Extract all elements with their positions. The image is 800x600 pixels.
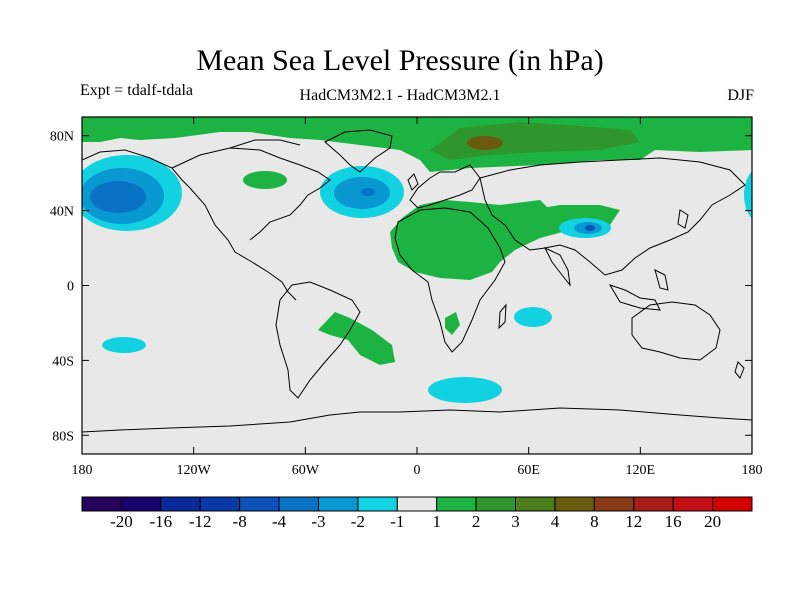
colorbar-swatch — [712, 496, 753, 512]
map-title: Mean Sea Level Pressure (in hPa) — [196, 44, 604, 77]
lat-tick-label: 80S — [52, 429, 74, 444]
colorbar-swatch — [633, 496, 674, 512]
colorbar-swatch — [357, 496, 398, 512]
anomaly-natlantic-core — [361, 188, 375, 196]
colorbar-swatch — [515, 496, 556, 512]
lon-tick-label: 60E — [517, 463, 540, 478]
anomaly-arctic-darker — [430, 122, 640, 160]
colorbar-label: -3 — [311, 512, 325, 531]
anomaly-mideast-positive — [500, 200, 560, 240]
lon-tick-label: 180 — [72, 463, 93, 478]
lon-tick-label: 60W — [292, 463, 320, 478]
colorbar-label: -4 — [272, 512, 287, 531]
colorbar-label: 3 — [511, 512, 520, 531]
colorbar: -20 -16 -12 -8 -4 -3 -2 -1 1 2 3 4 8 12 16 20 — [81, 496, 753, 531]
colorbar-swatch — [396, 496, 438, 512]
colorbar-swatch — [199, 496, 241, 512]
lon-tick-label: 120W — [177, 463, 212, 478]
colorbar-label: 2 — [472, 512, 481, 531]
anomaly-southern-ocean-negative — [428, 377, 502, 403]
colorbar-swatch — [81, 496, 122, 512]
anomaly-spacific-negative — [102, 337, 146, 353]
colorbar-label: 1 — [432, 512, 441, 531]
colorbar-label: -8 — [233, 512, 247, 531]
colorbar-label: -20 — [110, 512, 133, 531]
colorbar-swatch — [672, 496, 714, 512]
colorbar-swatch — [239, 496, 280, 512]
colorbar-swatch — [436, 496, 477, 512]
colorbar-label: 8 — [590, 512, 599, 531]
colorbar-label: -2 — [351, 512, 365, 531]
lat-tick-label: 80N — [50, 130, 74, 145]
colorbar-swatch — [278, 496, 319, 512]
colorbar-swatch — [160, 496, 201, 512]
lon-tick-label: 0 — [414, 463, 421, 478]
anomaly-safrica-positive — [445, 312, 460, 335]
experiment-label: Expt = tdalf-tdala — [80, 82, 193, 99]
lat-tick-label: 40N — [50, 205, 74, 220]
coastlines — [82, 129, 752, 433]
lon-tick-label: 180 — [742, 463, 763, 478]
axis-ticks: 80N 40N 0 40S 80S 180 120W 60W 0 60E 120E 180 — [50, 117, 763, 478]
colorbar-swatch — [554, 496, 595, 512]
colorbar-label: 12 — [625, 512, 642, 531]
colorbar-label: 4 — [551, 512, 560, 531]
anomaly-dateline-east — [744, 171, 752, 219]
anomaly-siberia-peak — [467, 136, 503, 150]
colorbar-swatch — [120, 496, 162, 512]
colorbar-label: -12 — [189, 512, 212, 531]
anomaly-canada-positive — [243, 171, 287, 189]
colorbar-label: 20 — [704, 512, 721, 531]
colorbar-label: 16 — [665, 512, 682, 531]
anomaly-tibet-core — [585, 225, 595, 231]
colorbar-swatch — [475, 496, 517, 512]
anomaly-npacific-core — [90, 181, 146, 213]
anomaly-satlantic-positive — [318, 312, 395, 365]
lat-tick-label: 40S — [52, 354, 74, 369]
colorbar-label: -1 — [390, 512, 404, 531]
map-background — [82, 117, 752, 454]
lon-tick-label: 120E — [626, 463, 656, 478]
model-diff-label: HadCM3M2.1 - HadCM3M2.1 — [299, 87, 501, 104]
anomaly-fields — [82, 117, 768, 433]
anomaly-sindian-negative — [514, 307, 552, 327]
anomaly-dateline-east-mid — [752, 181, 768, 209]
colorbar-swatch — [593, 496, 635, 512]
anomaly-africa-eurasia-positive — [390, 200, 620, 280]
colorbar-swatch — [317, 496, 359, 512]
season-label: DJF — [727, 87, 754, 104]
lat-tick-label: 0 — [67, 280, 74, 295]
colorbar-label: -16 — [149, 512, 172, 531]
